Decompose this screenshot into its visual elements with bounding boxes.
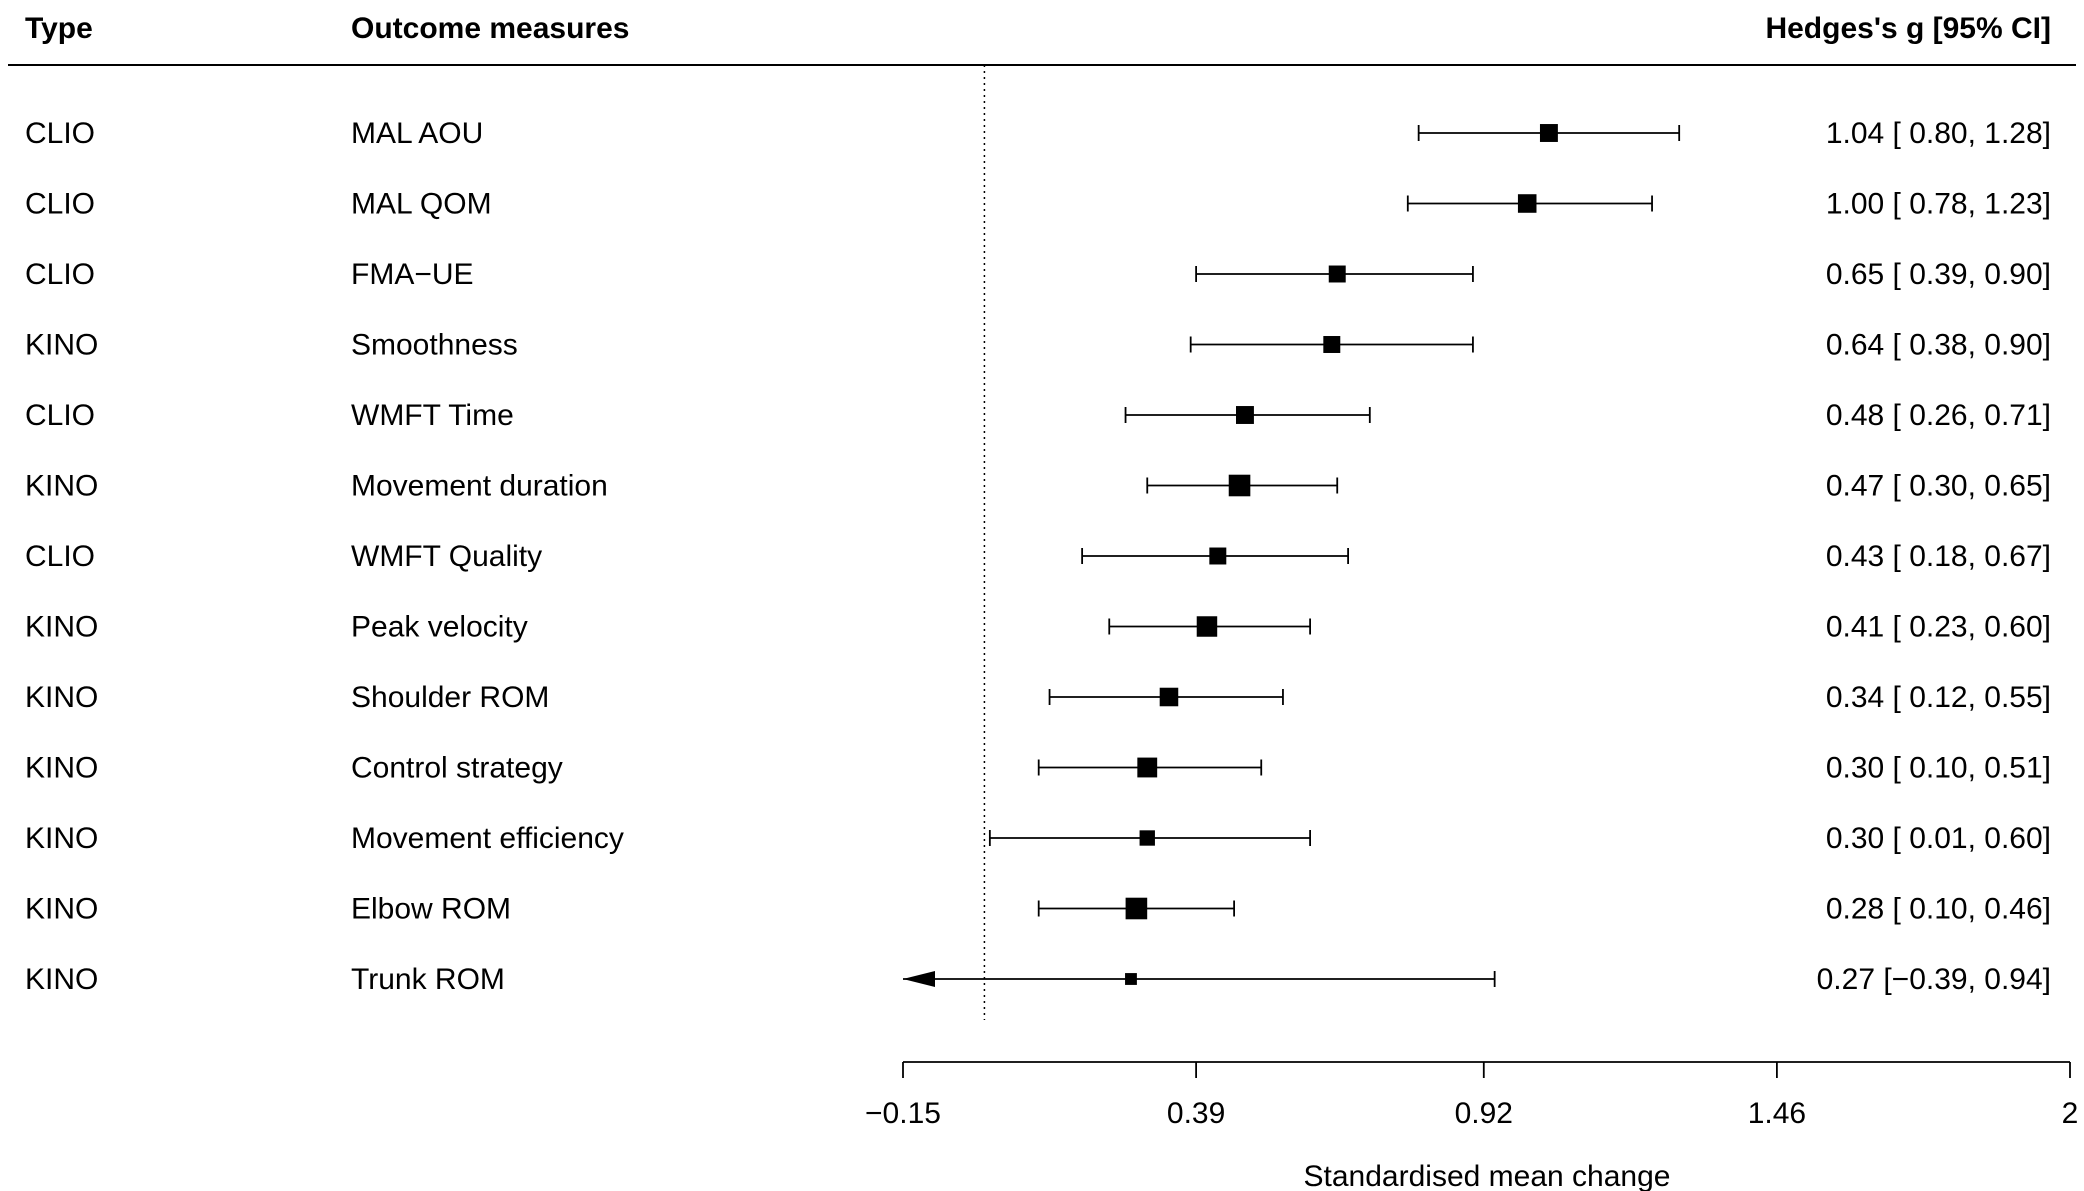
row-outcome: Trunk ROM — [351, 963, 505, 996]
forest-row: CLIO MAL QOM 1.00 [ 0.78, 1.23] — [25, 188, 2051, 221]
forest-row: CLIO WMFT Time 0.48 [ 0.26, 0.71] — [25, 399, 2051, 432]
point-estimate — [1539, 124, 1558, 142]
row-type: CLIO — [25, 117, 95, 150]
row-type: KINO — [25, 681, 98, 714]
row-outcome: MAL QOM — [351, 188, 492, 221]
point-estimate — [1196, 616, 1218, 637]
row-type: CLIO — [25, 399, 95, 432]
forest-row: KINO Movement duration 0.47 [ 0.30, 0.65] — [25, 470, 2051, 503]
row-estimate-label: 0.30 [ 0.01, 0.60] — [1826, 822, 2051, 855]
row-type: KINO — [25, 893, 98, 926]
forest-row: CLIO WMFT Quality 0.43 [ 0.18, 0.67] — [25, 540, 2051, 573]
header-type: Type — [25, 12, 93, 45]
point-estimate — [1517, 194, 1537, 213]
point-estimate — [1228, 474, 1251, 497]
row-estimate-label: 0.34 [ 0.12, 0.55] — [1826, 681, 2051, 714]
header-outcome: Outcome measures — [351, 12, 629, 45]
row-type: CLIO — [25, 258, 95, 291]
row-type: CLIO — [25, 540, 95, 573]
row-outcome: MAL AOU — [351, 117, 483, 150]
row-outcome: Control strategy — [351, 752, 563, 785]
row-estimate-label: 0.48 [ 0.26, 0.71] — [1826, 399, 2051, 432]
rows-layer: CLIO MAL AOU 1.04 [ 0.80, 1.28] CLIO MAL QOM… — [25, 117, 2051, 996]
forest-row: CLIO FMA−UE 0.65 [ 0.39, 0.90] — [25, 258, 2051, 291]
row-outcome: WMFT Quality — [351, 540, 542, 573]
point-estimate — [1235, 406, 1254, 424]
point-estimate — [1139, 830, 1155, 846]
forest-row: CLIO MAL AOU 1.04 [ 0.80, 1.28] — [25, 117, 2051, 150]
row-outcome: Smoothness — [351, 329, 518, 362]
point-estimate — [1159, 687, 1179, 707]
row-estimate-label: 1.04 [ 0.80, 1.28] — [1826, 117, 2051, 150]
row-estimate-label: 0.47 [ 0.30, 0.65] — [1826, 470, 2051, 503]
row-type: KINO — [25, 752, 98, 785]
forest-row: KINO Control strategy 0.30 [ 0.10, 0.51] — [25, 752, 2051, 785]
row-estimate-label: 0.41 [ 0.23, 0.60] — [1826, 611, 2051, 644]
x-tick-label: 2 — [2062, 1097, 2079, 1130]
forest-row: KINO Shoulder ROM 0.34 [ 0.12, 0.55] — [25, 681, 2051, 714]
x-axis-label: Standardised mean change — [1304, 1160, 1671, 1191]
row-outcome: FMA−UE — [351, 258, 474, 291]
point-estimate — [1328, 265, 1346, 283]
row-outcome: Peak velocity — [351, 611, 528, 644]
row-outcome: WMFT Time — [351, 399, 514, 432]
point-estimate — [1209, 547, 1227, 565]
row-estimate-label: 0.28 [ 0.10, 0.46] — [1826, 893, 2051, 926]
row-type: KINO — [25, 963, 98, 996]
row-outcome: Elbow ROM — [351, 893, 511, 926]
row-estimate-label: 0.65 [ 0.39, 0.90] — [1826, 258, 2051, 291]
forest-row: KINO Movement efficiency 0.30 [ 0.01, 0.60… — [25, 822, 2051, 855]
x-axis: −0.15 0.39 0.92 1.46 2 — [865, 1061, 2079, 1130]
row-outcome: Movement efficiency — [351, 822, 624, 855]
row-type: KINO — [25, 470, 98, 503]
forest-row: KINO Smoothness 0.64 [ 0.38, 0.90] — [25, 329, 2051, 362]
row-type: KINO — [25, 329, 98, 362]
header-estimate: Hedges's g [95% CI] — [1765, 12, 2051, 45]
row-estimate-label: 0.64 [ 0.38, 0.90] — [1826, 329, 2051, 362]
row-type: KINO — [25, 822, 98, 855]
forest-row: KINO Trunk ROM 0.27 [−0.39, 0.94] — [25, 963, 2051, 996]
row-estimate-label: 0.43 [ 0.18, 0.67] — [1826, 540, 2051, 573]
x-tick-label: −0.15 — [865, 1097, 941, 1130]
ci-arrow-left — [903, 971, 935, 987]
point-estimate — [1125, 973, 1137, 985]
row-outcome: Movement duration — [351, 470, 608, 503]
row-type: CLIO — [25, 188, 95, 221]
row-outcome: Shoulder ROM — [351, 681, 549, 714]
row-type: KINO — [25, 611, 98, 644]
forest-row: KINO Elbow ROM 0.28 [ 0.10, 0.46] — [25, 893, 2051, 926]
x-tick-label: 1.46 — [1748, 1097, 1806, 1130]
row-estimate-label: 1.00 [ 0.78, 1.23] — [1826, 188, 2051, 221]
row-estimate-label: 0.27 [−0.39, 0.94] — [1817, 963, 2051, 996]
forest-row: KINO Peak velocity 0.41 [ 0.23, 0.60] — [25, 611, 2051, 644]
point-estimate — [1137, 757, 1158, 778]
point-estimate — [1323, 336, 1341, 353]
row-estimate-label: 0.30 [ 0.10, 0.51] — [1826, 752, 2051, 785]
x-tick-label: 0.92 — [1455, 1097, 1513, 1130]
x-tick-label: 0.39 — [1167, 1097, 1225, 1130]
point-estimate — [1125, 897, 1148, 920]
